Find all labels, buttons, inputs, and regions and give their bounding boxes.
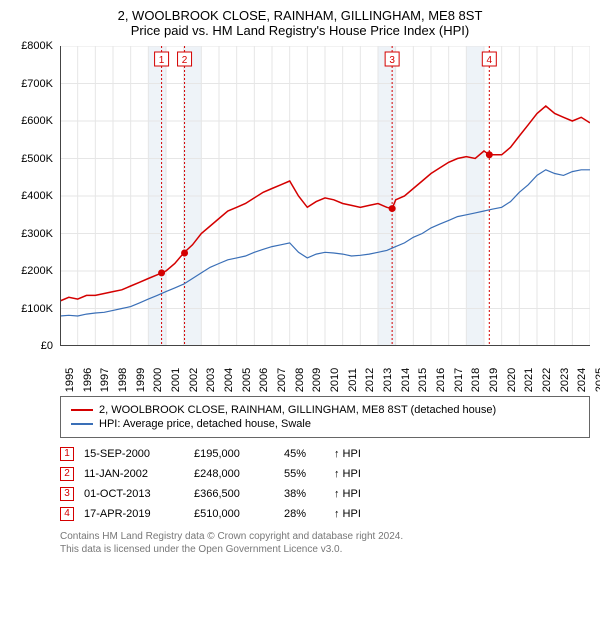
svg-text:3: 3 (389, 55, 395, 66)
y-tick-label: £700K (21, 78, 53, 90)
title-line2: Price paid vs. HM Land Registry's House … (10, 23, 590, 38)
marker-box: 2 (60, 467, 74, 481)
footnote: Contains HM Land Registry data © Crown c… (60, 530, 590, 556)
x-tick-label: 1997 (99, 368, 111, 392)
x-tick-label: 2010 (329, 368, 341, 392)
legend-row: HPI: Average price, detached house, Swal… (71, 417, 579, 431)
tx-vs: ↑ HPI (334, 464, 371, 484)
tx-date: 17-APR-2019 (84, 504, 194, 524)
y-tick-label: £100K (21, 303, 53, 315)
table-row: 4 17-APR-2019£510,00028%↑ HPI (60, 504, 371, 524)
y-tick-label: £300K (21, 228, 53, 240)
svg-text:1: 1 (159, 55, 165, 66)
tx-pct: 45% (284, 444, 334, 464)
legend-swatch (71, 409, 93, 411)
x-tick-label: 2015 (417, 368, 429, 392)
x-tick-label: 1999 (135, 368, 147, 392)
x-tick-label: 2023 (559, 368, 571, 392)
table-row: 2 11-JAN-2002£248,00055%↑ HPI (60, 464, 371, 484)
x-tick-label: 1998 (117, 368, 129, 392)
x-tick-label: 1996 (82, 368, 94, 392)
x-tick-label: 2019 (488, 368, 500, 392)
tx-vs: ↑ HPI (334, 504, 371, 524)
tx-price: £366,500 (194, 484, 284, 504)
tx-price: £195,000 (194, 444, 284, 464)
footnote-line1: Contains HM Land Registry data © Crown c… (60, 530, 590, 543)
x-tick-label: 2017 (453, 368, 465, 392)
legend-label: 2, WOOLBROOK CLOSE, RAINHAM, GILLINGHAM,… (99, 404, 496, 416)
x-tick-label: 2025 (594, 368, 600, 392)
tx-date: 11-JAN-2002 (84, 464, 194, 484)
marker-box: 1 (60, 447, 74, 461)
x-tick-label: 2021 (523, 368, 535, 392)
y-tick-label: £0 (41, 340, 53, 352)
x-tick-label: 2000 (152, 368, 164, 392)
y-tick-label: £800K (21, 40, 53, 52)
y-tick-label: £500K (21, 153, 53, 165)
x-tick-label: 2005 (241, 368, 253, 392)
x-tick-label: 2006 (258, 368, 270, 392)
x-tick-label: 2016 (435, 368, 447, 392)
tx-pct: 38% (284, 484, 334, 504)
marker-box: 3 (60, 487, 74, 501)
legend-box: 2, WOOLBROOK CLOSE, RAINHAM, GILLINGHAM,… (60, 396, 590, 438)
legend-row: 2, WOOLBROOK CLOSE, RAINHAM, GILLINGHAM,… (71, 403, 579, 417)
y-tick-label: £600K (21, 115, 53, 127)
tx-pct: 55% (284, 464, 334, 484)
tx-date: 15-SEP-2000 (84, 444, 194, 464)
x-tick-label: 2004 (223, 368, 235, 392)
x-tick-label: 2018 (470, 368, 482, 392)
x-tick-label: 2014 (400, 368, 412, 392)
tx-price: £248,000 (194, 464, 284, 484)
x-tick-label: 2011 (347, 368, 359, 392)
svg-text:2: 2 (182, 55, 188, 66)
transactions-table: 115-SEP-2000£195,00045%↑ HPI211-JAN-2002… (60, 444, 371, 524)
tx-vs: ↑ HPI (334, 444, 371, 464)
title-line1: 2, WOOLBROOK CLOSE, RAINHAM, GILLINGHAM,… (10, 8, 590, 23)
x-tick-label: 2003 (205, 368, 217, 392)
x-tick-label: 2009 (311, 368, 323, 392)
footnote-line2: This data is licensed under the Open Gov… (60, 543, 590, 556)
tx-pct: 28% (284, 504, 334, 524)
y-tick-label: £400K (21, 190, 53, 202)
table-row: 1 15-SEP-2000£195,00045%↑ HPI (60, 444, 371, 464)
table-row: 3 01-OCT-2013£366,50038%↑ HPI (60, 484, 371, 504)
x-tick-label: 2007 (276, 368, 288, 392)
x-tick-label: 1995 (64, 368, 76, 392)
legend-label: HPI: Average price, detached house, Swal… (99, 418, 311, 430)
svg-text:4: 4 (487, 55, 493, 66)
y-axis-labels: £0£100K£200K£300K£400K£500K£600K£700K£80… (10, 46, 55, 346)
tx-price: £510,000 (194, 504, 284, 524)
legend-swatch (71, 423, 93, 425)
x-tick-label: 2022 (541, 368, 553, 392)
x-tick-label: 2008 (294, 368, 306, 392)
chart-svg: 1 2 3 4 (60, 46, 590, 346)
x-tick-label: 2002 (188, 368, 200, 392)
x-axis-labels: 1995 1996 1997 1998 1999 2000 2001 2002 2003 2004… (60, 350, 590, 390)
marker-box: 4 (60, 507, 74, 521)
x-tick-label: 2013 (382, 368, 394, 392)
x-tick-label: 2001 (170, 368, 182, 392)
tx-vs: ↑ HPI (334, 484, 371, 504)
tx-date: 01-OCT-2013 (84, 484, 194, 504)
x-tick-label: 2020 (506, 368, 518, 392)
x-tick-label: 2024 (576, 368, 588, 392)
y-tick-label: £200K (21, 265, 53, 277)
chart-area: £0£100K£200K£300K£400K£500K£600K£700K£80… (60, 46, 590, 346)
x-tick-label: 2012 (364, 368, 376, 392)
